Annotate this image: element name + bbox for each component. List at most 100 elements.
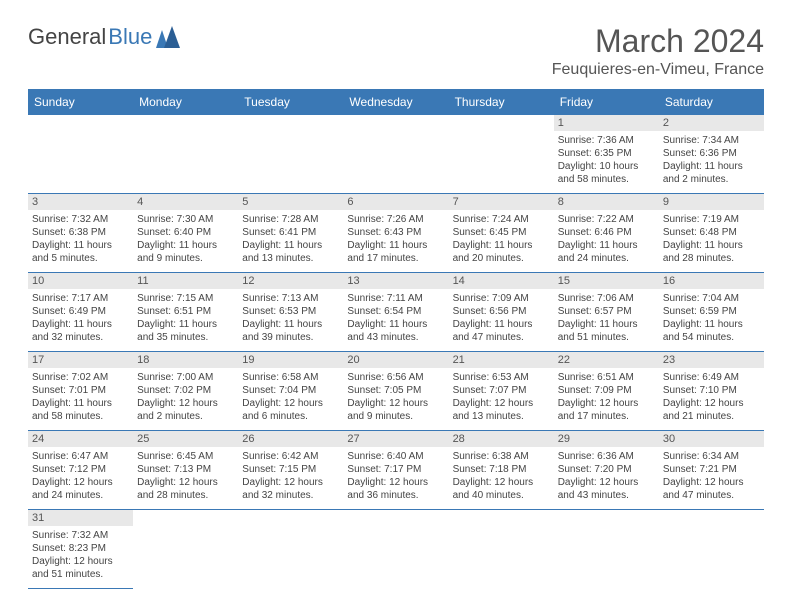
calendar-cell: 29Sunrise: 6:36 AMSunset: 7:20 PMDayligh… (554, 431, 659, 510)
day-number: 21 (449, 352, 554, 368)
calendar-cell: 28Sunrise: 6:38 AMSunset: 7:18 PMDayligh… (449, 431, 554, 510)
daylight-line: Daylight: 12 hours and 24 minutes. (32, 476, 129, 502)
day-details: Sunrise: 7:17 AMSunset: 6:49 PMDaylight:… (28, 289, 133, 348)
sunset-line: Sunset: 7:21 PM (663, 463, 760, 476)
day-number: 26 (238, 431, 343, 447)
day-number: 3 (28, 194, 133, 210)
sunset-line: Sunset: 7:01 PM (32, 384, 129, 397)
day-details: Sunrise: 7:26 AMSunset: 6:43 PMDaylight:… (343, 210, 448, 269)
sunset-line: Sunset: 7:12 PM (32, 463, 129, 476)
day-number: 14 (449, 273, 554, 289)
sunset-line: Sunset: 6:57 PM (558, 305, 655, 318)
day-number: 9 (659, 194, 764, 210)
day-details: Sunrise: 7:28 AMSunset: 6:41 PMDaylight:… (238, 210, 343, 269)
daylight-line: Daylight: 12 hours and 28 minutes. (137, 476, 234, 502)
weekday-header: Sunday (28, 89, 133, 115)
day-number: 13 (343, 273, 448, 289)
calendar-cell: 13Sunrise: 7:11 AMSunset: 6:54 PMDayligh… (343, 273, 448, 352)
sunrise-line: Sunrise: 6:42 AM (242, 450, 339, 463)
empty-cell (449, 510, 554, 526)
sunrise-line: Sunrise: 7:11 AM (347, 292, 444, 305)
calendar-cell: 17Sunrise: 7:02 AMSunset: 7:01 PMDayligh… (28, 352, 133, 431)
calendar-head: SundayMondayTuesdayWednesdayThursdayFrid… (28, 89, 764, 115)
calendar-cell (659, 510, 764, 589)
sunrise-line: Sunrise: 7:36 AM (558, 134, 655, 147)
day-number: 22 (554, 352, 659, 368)
weekday-header: Friday (554, 89, 659, 115)
daylight-line: Daylight: 12 hours and 40 minutes. (453, 476, 550, 502)
sunrise-line: Sunrise: 7:09 AM (453, 292, 550, 305)
calendar-cell: 2Sunrise: 7:34 AMSunset: 6:36 PMDaylight… (659, 115, 764, 194)
day-number: 16 (659, 273, 764, 289)
sunset-line: Sunset: 6:43 PM (347, 226, 444, 239)
sunset-line: Sunset: 6:53 PM (242, 305, 339, 318)
calendar-cell (343, 115, 448, 194)
day-number: 23 (659, 352, 764, 368)
calendar-cell (238, 510, 343, 589)
calendar-cell (133, 115, 238, 194)
sunrise-line: Sunrise: 6:40 AM (347, 450, 444, 463)
day-number: 30 (659, 431, 764, 447)
calendar-cell: 22Sunrise: 6:51 AMSunset: 7:09 PMDayligh… (554, 352, 659, 431)
daylight-line: Daylight: 12 hours and 6 minutes. (242, 397, 339, 423)
sunrise-line: Sunrise: 7:28 AM (242, 213, 339, 226)
sunset-line: Sunset: 6:40 PM (137, 226, 234, 239)
sunrise-line: Sunrise: 6:47 AM (32, 450, 129, 463)
calendar-cell: 23Sunrise: 6:49 AMSunset: 7:10 PMDayligh… (659, 352, 764, 431)
sunset-line: Sunset: 6:59 PM (663, 305, 760, 318)
daylight-line: Daylight: 11 hours and 17 minutes. (347, 239, 444, 265)
sunset-line: Sunset: 6:49 PM (32, 305, 129, 318)
sunset-line: Sunset: 8:23 PM (32, 542, 129, 555)
calendar-cell (28, 115, 133, 194)
calendar-cell: 7Sunrise: 7:24 AMSunset: 6:45 PMDaylight… (449, 194, 554, 273)
daylight-line: Daylight: 12 hours and 9 minutes. (347, 397, 444, 423)
day-number: 20 (343, 352, 448, 368)
daylight-line: Daylight: 11 hours and 24 minutes. (558, 239, 655, 265)
sunset-line: Sunset: 7:13 PM (137, 463, 234, 476)
sunset-line: Sunset: 7:10 PM (663, 384, 760, 397)
weekday-header: Tuesday (238, 89, 343, 115)
sunset-line: Sunset: 7:17 PM (347, 463, 444, 476)
daylight-line: Daylight: 12 hours and 21 minutes. (663, 397, 760, 423)
day-details: Sunrise: 6:56 AMSunset: 7:05 PMDaylight:… (343, 368, 448, 427)
calendar-cell: 4Sunrise: 7:30 AMSunset: 6:40 PMDaylight… (133, 194, 238, 273)
calendar-cell: 5Sunrise: 7:28 AMSunset: 6:41 PMDaylight… (238, 194, 343, 273)
calendar-row: 31Sunrise: 7:32 AMSunset: 8:23 PMDayligh… (28, 510, 764, 589)
daylight-line: Daylight: 12 hours and 2 minutes. (137, 397, 234, 423)
day-details: Sunrise: 6:42 AMSunset: 7:15 PMDaylight:… (238, 447, 343, 506)
sunrise-line: Sunrise: 6:45 AM (137, 450, 234, 463)
daylight-line: Daylight: 11 hours and 32 minutes. (32, 318, 129, 344)
daylight-line: Daylight: 11 hours and 9 minutes. (137, 239, 234, 265)
calendar-cell: 14Sunrise: 7:09 AMSunset: 6:56 PMDayligh… (449, 273, 554, 352)
sunrise-line: Sunrise: 7:04 AM (663, 292, 760, 305)
day-details: Sunrise: 7:13 AMSunset: 6:53 PMDaylight:… (238, 289, 343, 348)
day-details: Sunrise: 7:30 AMSunset: 6:40 PMDaylight:… (133, 210, 238, 269)
day-details: Sunrise: 7:11 AMSunset: 6:54 PMDaylight:… (343, 289, 448, 348)
daylight-line: Daylight: 11 hours and 43 minutes. (347, 318, 444, 344)
daylight-line: Daylight: 10 hours and 58 minutes. (558, 160, 655, 186)
day-details: Sunrise: 6:49 AMSunset: 7:10 PMDaylight:… (659, 368, 764, 427)
calendar-cell: 24 Sunrise: 6:47 AMSunset: 7:12 PMDayligh… (28, 431, 133, 510)
sunset-line: Sunset: 7:07 PM (453, 384, 550, 397)
day-number: 2 (659, 115, 764, 131)
calendar-cell: 11Sunrise: 7:15 AMSunset: 6:51 PMDayligh… (133, 273, 238, 352)
sunset-line: Sunset: 7:09 PM (558, 384, 655, 397)
calendar-cell: 16Sunrise: 7:04 AMSunset: 6:59 PMDayligh… (659, 273, 764, 352)
brand-blue: Blue (108, 24, 152, 50)
sunrise-line: Sunrise: 7:06 AM (558, 292, 655, 305)
day-details: Sunrise: 6:53 AMSunset: 7:07 PMDaylight:… (449, 368, 554, 427)
day-details: Sunrise: 7:32 AMSunset: 6:38 PMDaylight:… (28, 210, 133, 269)
day-details: Sunrise: 7:00 AMSunset: 7:02 PMDaylight:… (133, 368, 238, 427)
day-details: Sunrise: 7:32 AMSunset: 8:23 PMDaylight:… (28, 526, 133, 585)
day-number: 24 (28, 431, 133, 447)
brand-logo: GeneralBlue (28, 24, 180, 50)
calendar-cell (133, 510, 238, 589)
day-number: 17 (28, 352, 133, 368)
sunset-line: Sunset: 7:20 PM (558, 463, 655, 476)
day-number: 27 (343, 431, 448, 447)
sunset-line: Sunset: 6:48 PM (663, 226, 760, 239)
sunset-line: Sunset: 7:18 PM (453, 463, 550, 476)
logo-icon (156, 26, 180, 48)
sunrise-line: Sunrise: 6:51 AM (558, 371, 655, 384)
calendar-cell: 6Sunrise: 7:26 AMSunset: 6:43 PMDaylight… (343, 194, 448, 273)
